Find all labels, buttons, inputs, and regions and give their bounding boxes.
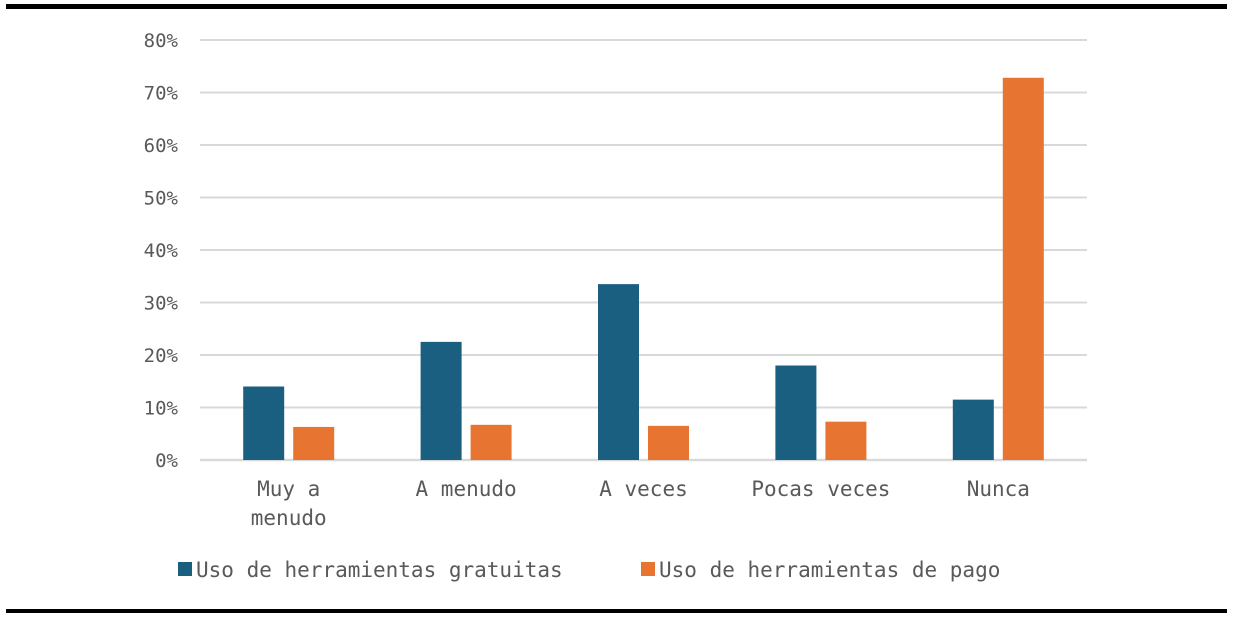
legend-label: Uso de herramientas gratuitas (196, 558, 563, 582)
y-tick-label: 20% (144, 345, 179, 367)
x-category-label: Nunca (967, 477, 1030, 501)
y-tick-label: 50% (144, 188, 179, 210)
y-tick-label: 0% (155, 450, 178, 472)
y-tick-label: 80% (144, 30, 179, 52)
bar-free-tools (598, 284, 639, 460)
x-axis-category-labels: Muy a menudo A menudo A veces Pocas veces Nun… (251, 477, 1030, 530)
bar-free-tools (243, 386, 285, 460)
gridlines (200, 39, 1087, 462)
y-tick-label: 60% (144, 135, 179, 157)
y-tick-label: 10% (144, 398, 179, 420)
x-category-label: A veces (599, 477, 688, 501)
bar-paid-tools (825, 421, 867, 460)
bar-paid-tools (293, 426, 335, 460)
legend-swatch-paid (641, 562, 655, 576)
bottom-border-rule (6, 609, 1227, 613)
legend-label: Uso de herramientas de pago (659, 558, 1000, 582)
bar-free-tools (420, 341, 462, 460)
bar-paid-tools (648, 425, 689, 460)
top-border-rule (6, 4, 1227, 9)
x-category-label: Muy a (257, 477, 320, 501)
legend-swatch-free (178, 562, 192, 576)
bars (243, 77, 1044, 461)
y-tick-label: 70% (144, 83, 179, 105)
x-category-label: A menudo (416, 477, 517, 501)
y-axis-tick-labels: 0% 10% 20% 30% 40% 50% 60% 70% 80% (144, 30, 179, 472)
bar-free-tools (775, 365, 817, 460)
x-category-label: menudo (251, 506, 327, 530)
bar-free-tools (952, 399, 994, 460)
legend: Uso de herramientas gratuitas Uso de herr… (178, 558, 1000, 582)
bar-paid-tools (1002, 77, 1044, 461)
bar-paid-tools (470, 424, 512, 460)
y-tick-label: 30% (144, 293, 179, 315)
x-category-label: Pocas veces (751, 477, 890, 501)
y-tick-label: 40% (144, 240, 179, 262)
